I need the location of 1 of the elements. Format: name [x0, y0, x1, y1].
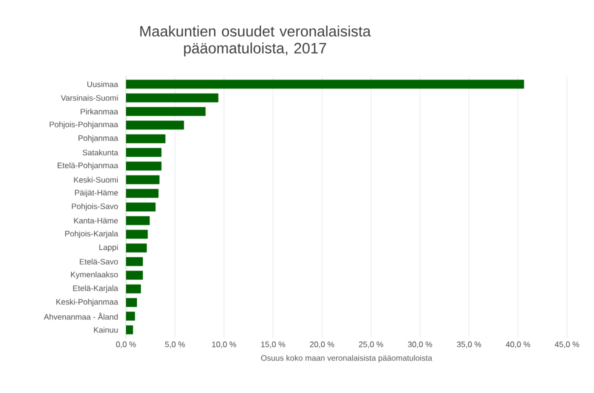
chart-title: Maakuntien osuudet veronalaisista pääomatuloista, 2017: [140, 26, 371, 56]
